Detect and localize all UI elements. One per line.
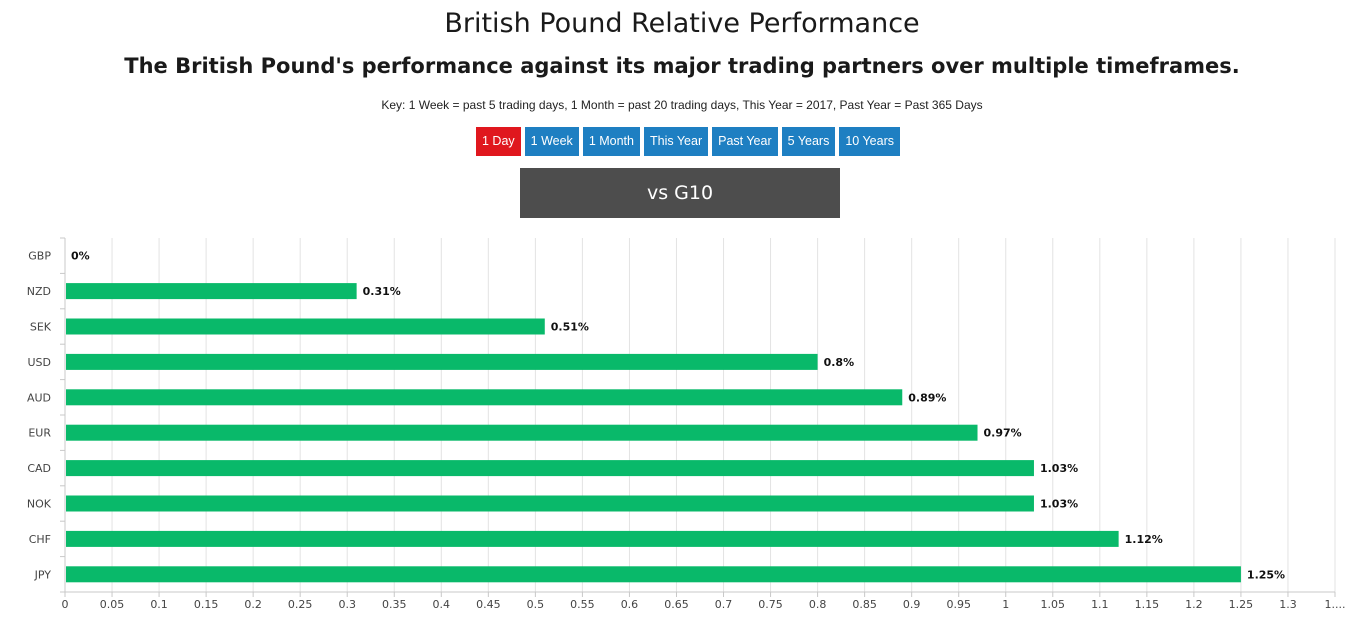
- x-tick-label: 0.05: [100, 598, 125, 611]
- chart-title: British Pound Relative Performance: [444, 8, 920, 39]
- data-label: 0%: [71, 250, 90, 263]
- bar-usd: [66, 353, 818, 370]
- timeframe-button-this-year[interactable]: This Year: [643, 127, 709, 156]
- x-tick-label: 0: [62, 598, 69, 611]
- category-label: SEK: [30, 321, 52, 334]
- x-tick-label: 0.85: [852, 598, 877, 611]
- x-tick-label: 0.6: [621, 598, 639, 611]
- category-label: CHF: [29, 533, 51, 546]
- bar-chf: [66, 530, 1119, 547]
- category-label: GBP: [28, 250, 51, 263]
- data-label: 1.25%: [1247, 568, 1285, 581]
- data-label: 1.12%: [1125, 533, 1163, 546]
- x-tick-label: 1: [1002, 598, 1009, 611]
- timeframe-button-1-month[interactable]: 1 Month: [582, 127, 640, 156]
- x-tick-label: 1....: [1325, 598, 1346, 611]
- timeframe-button-10-years[interactable]: 10 Years: [839, 127, 901, 156]
- x-tick-label: 1.3: [1279, 598, 1297, 611]
- category-label: CAD: [27, 462, 51, 475]
- category-label: EUR: [28, 427, 51, 440]
- timeframe-button-past-year[interactable]: Past Year: [712, 127, 778, 156]
- data-label: 1.03%: [1040, 462, 1078, 475]
- category-label: USD: [27, 356, 51, 369]
- bar-sek: [66, 318, 545, 335]
- x-tick-label: 0.9: [903, 598, 921, 611]
- x-tick-label: 1.25: [1229, 598, 1254, 611]
- category-label: NOK: [27, 498, 52, 511]
- x-tick-label: 0.75: [758, 598, 783, 611]
- bar-jpy: [66, 566, 1241, 583]
- bar-nok: [66, 495, 1034, 512]
- bar-cad: [66, 460, 1034, 477]
- x-tick-label: 0.35: [382, 598, 407, 611]
- x-tick-label: 0.45: [476, 598, 501, 611]
- x-tick-label: 0.25: [288, 598, 313, 611]
- category-label: NZD: [27, 285, 51, 298]
- bar-nzd: [66, 283, 357, 300]
- x-tick-label: 0.5: [527, 598, 545, 611]
- data-label: 0.31%: [363, 285, 401, 298]
- data-label: 0.8%: [824, 356, 855, 369]
- x-tick-label: 0.1: [150, 598, 168, 611]
- chart-subtitle: The British Pound's performance against …: [124, 54, 1240, 78]
- x-tick-label: 1.1: [1091, 598, 1109, 611]
- timeframe-button-1-week[interactable]: 1 Week: [524, 127, 579, 156]
- data-label: 1.03%: [1040, 498, 1078, 511]
- bar-eur: [66, 424, 978, 441]
- x-tick-label: 0.2: [244, 598, 262, 611]
- x-tick-label: 0.3: [338, 598, 356, 611]
- x-tick-label: 1.05: [1041, 598, 1066, 611]
- comparison-group-header[interactable]: vs G10: [520, 168, 840, 218]
- bar-aud: [66, 389, 903, 406]
- bar-chart: GBP 0% NZD 0.31% SEK 0.51% USD 0.8% AUD 0.89% EUR 0…: [27, 237, 1346, 611]
- timeframe-key: Key: 1 Week = past 5 trading days, 1 Mon…: [381, 98, 983, 112]
- x-tick-label: 0.95: [946, 598, 971, 611]
- category-label: JPY: [34, 568, 52, 581]
- data-label: 0.51%: [551, 321, 589, 334]
- x-tick-label: 0.65: [664, 598, 689, 611]
- x-tick-label: 0.15: [194, 598, 219, 611]
- timeframe-buttons: 1 Day 1 Week 1 Month This Year Past Year…: [476, 127, 901, 156]
- x-tick-label: 0.8: [809, 598, 827, 611]
- x-tick-label: 1.15: [1135, 598, 1160, 611]
- data-label: 0.97%: [984, 427, 1022, 440]
- x-tick-label: 0.4: [433, 598, 451, 611]
- timeframe-button-1-day[interactable]: 1 Day: [476, 127, 521, 156]
- x-tick-label: 0.7: [715, 598, 733, 611]
- data-label: 0.89%: [908, 391, 946, 404]
- x-tick-label: 1.2: [1185, 598, 1203, 611]
- category-label: AUD: [27, 391, 51, 404]
- timeframe-button-5-years[interactable]: 5 Years: [781, 127, 836, 156]
- x-tick-label: 0.55: [570, 598, 595, 611]
